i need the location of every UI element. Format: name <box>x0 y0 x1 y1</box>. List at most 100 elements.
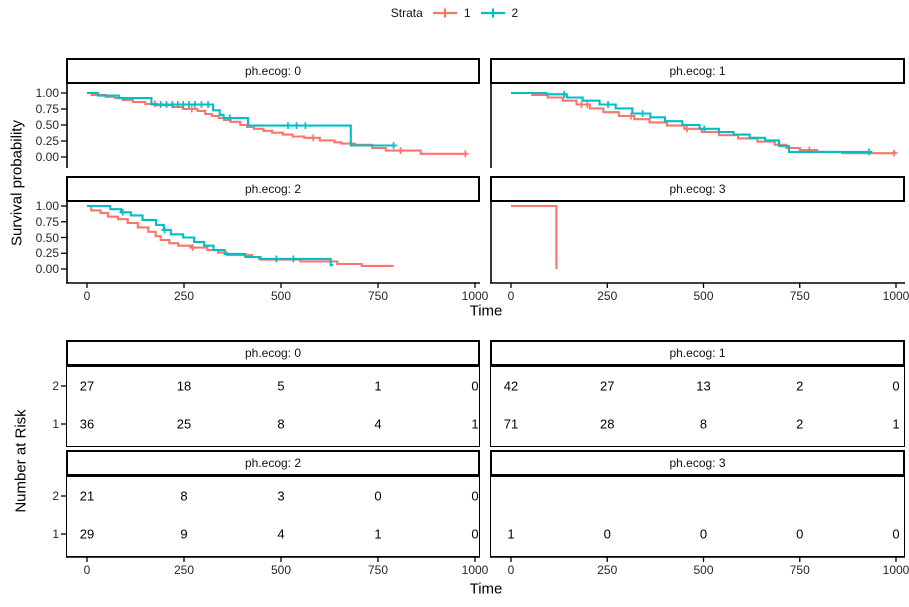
y-tick-label: 1.00 <box>35 86 59 100</box>
risk-table-panel-1 <box>490 366 905 447</box>
risk-count: 0 <box>471 488 479 504</box>
risk-count: 0 <box>471 526 479 542</box>
risk-row-label: 1 <box>52 417 59 431</box>
risk-strip-1: ph.ecog: 1 <box>490 340 905 366</box>
risk-strip-2: ph.ecog: 2 <box>66 450 480 476</box>
risk-count: 1 <box>374 378 382 394</box>
risk-count: 1 <box>471 416 479 432</box>
x-tick-label: 250 <box>173 563 195 577</box>
facet-strip-label: ph.ecog: 1 <box>669 64 726 78</box>
censor-mark-icon <box>188 105 196 113</box>
risk-count: 0 <box>796 526 804 542</box>
y-axis-title-survival: Survival probability <box>8 120 26 246</box>
facet-strip-2: ph.ecog: 2 <box>66 176 480 202</box>
risk-strip-label: ph.ecog: 0 <box>244 346 302 360</box>
facet-strip-label: ph.ecog: 3 <box>669 182 726 196</box>
x-tick-label: 250 <box>173 289 195 303</box>
risk-count: 1 <box>374 526 382 542</box>
censor-mark-icon <box>397 147 404 154</box>
x-tick-label: 750 <box>789 289 810 303</box>
censor-mark-icon <box>226 114 234 122</box>
y-tick-label: 0.75 <box>35 214 59 229</box>
risk-table-panel-2 <box>66 476 480 557</box>
censor-mark-icon <box>604 101 612 108</box>
censor-mark-icon <box>284 122 292 130</box>
censor-mark-icon <box>179 101 187 108</box>
x-tick-label: 0 <box>83 289 91 303</box>
risk-row-label: 2 <box>52 489 59 503</box>
facet-strip-label: ph.ecog: 0 <box>244 64 302 78</box>
censor-mark-icon <box>683 125 691 133</box>
risk-count: 8 <box>180 488 188 504</box>
risk-count: 4 <box>277 526 285 542</box>
x-axis-title-risk: Time <box>469 580 503 598</box>
x-tick-label: 1000 <box>882 289 909 303</box>
risk-count: 21 <box>79 488 95 504</box>
km-curve-facet1-stratum1 <box>511 91 896 155</box>
risk-count: 1 <box>507 526 515 542</box>
x-tick-label: 250 <box>597 289 618 303</box>
x-tick-label: 0 <box>83 563 91 577</box>
censor-mark-icon <box>198 101 205 108</box>
km-curve-facet1-stratum2 <box>511 91 873 153</box>
censor-mark-icon <box>639 110 647 117</box>
y-tick-label: 0.00 <box>35 262 59 276</box>
x-tick-label: 1000 <box>882 563 909 577</box>
x-tick-label: 1000 <box>461 563 489 577</box>
risk-row-label: 2 <box>52 379 59 393</box>
censor-mark-icon <box>189 244 196 251</box>
legend-item-label: 2 <box>511 6 519 20</box>
km-curve-facet3-stratum1 <box>511 204 558 269</box>
x-tick-label: 0 <box>507 289 515 303</box>
y-tick-label: 1.00 <box>35 199 59 213</box>
censor-mark-icon <box>700 125 708 133</box>
x-axis-title-survival: Time <box>469 302 503 320</box>
risk-count: 25 <box>176 416 192 432</box>
risk-strip-label: ph.ecog: 3 <box>669 456 726 470</box>
risk-count: 28 <box>600 416 615 432</box>
risk-strip-label: ph.ecog: 1 <box>669 346 726 360</box>
risk-table-panel-0 <box>66 366 480 447</box>
y-tick-label: 0.50 <box>35 118 59 132</box>
y-tick-label: 0.50 <box>35 230 59 245</box>
risk-count: 1 <box>892 416 900 432</box>
censor-mark-icon <box>163 101 170 108</box>
risk-count: 0 <box>699 526 708 542</box>
risk-count: 0 <box>892 526 900 542</box>
legend-key-line-icon <box>432 8 457 18</box>
censor-mark-icon <box>309 134 317 142</box>
censor-mark-icon <box>560 90 568 98</box>
risk-count: 36 <box>79 416 95 432</box>
risk-strip-label: ph.ecog: 2 <box>244 456 302 470</box>
x-tick-label: 750 <box>367 289 389 303</box>
censor-mark-icon <box>293 122 300 130</box>
x-tick-label: 500 <box>270 563 292 577</box>
legend-item-1: 1 <box>431 5 471 21</box>
facet-strip-label: ph.ecog: 2 <box>244 182 302 196</box>
censor-mark-icon <box>627 112 635 120</box>
censor-mark-icon <box>185 101 193 108</box>
risk-count: 2 <box>796 416 804 432</box>
risk-count: 0 <box>374 488 382 504</box>
facet-strip-0: ph.ecog: 0 <box>66 58 480 84</box>
censor-mark-icon <box>583 101 591 108</box>
y-tick-label: 0.25 <box>35 246 59 261</box>
risk-count: 3 <box>277 488 285 504</box>
risk-count: 18 <box>176 378 192 394</box>
risk-count: 0 <box>471 378 479 394</box>
censor-mark-icon <box>119 208 127 216</box>
legend-item-label: 1 <box>463 6 471 20</box>
facet-strip-3: ph.ecog: 3 <box>490 176 905 202</box>
risk-strip-3: ph.ecog: 3 <box>490 450 905 476</box>
risk-count: 5 <box>277 378 285 394</box>
risk-count: 27 <box>600 378 615 394</box>
km-curve-facet0-stratum2 <box>87 91 395 147</box>
risk-count: 8 <box>277 416 285 432</box>
risk-count: 71 <box>503 416 519 432</box>
censor-mark-icon <box>390 142 397 149</box>
censor-mark-icon <box>578 101 585 108</box>
x-tick-label: 500 <box>693 289 714 303</box>
